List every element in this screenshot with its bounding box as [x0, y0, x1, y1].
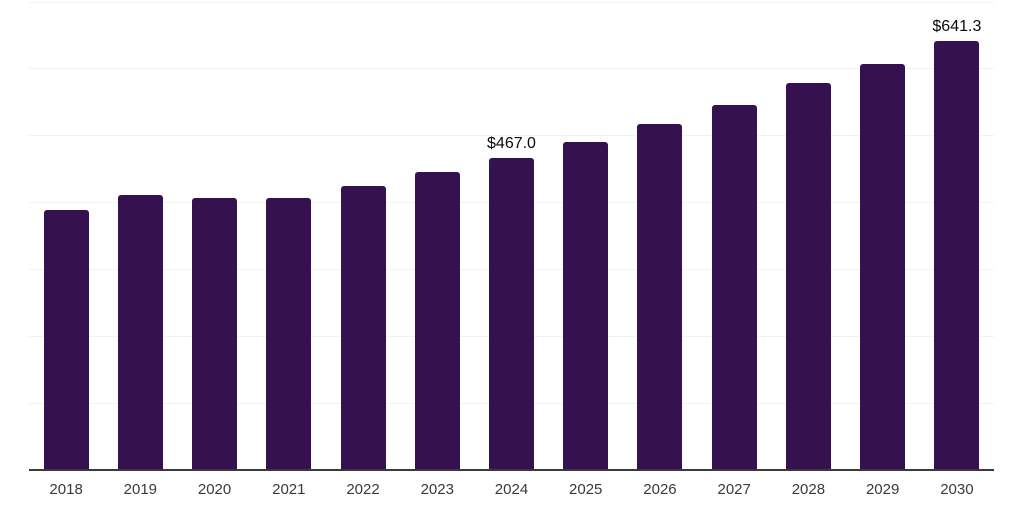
x-tick-label: 2029 — [865, 481, 900, 498]
bar — [785, 83, 831, 470]
x-tick-label: 2025 — [569, 481, 603, 498]
value-label: $467.0 — [487, 134, 536, 152]
bar — [192, 198, 238, 470]
bar — [563, 141, 609, 470]
bar — [934, 41, 980, 470]
gridline — [29, 68, 994, 70]
x-tick-label: 2024 — [494, 481, 529, 498]
x-tick-label: 2027 — [717, 481, 751, 498]
x-tick-label: 2026 — [643, 481, 677, 498]
bar — [266, 197, 312, 470]
bar — [489, 157, 534, 470]
bar — [117, 194, 163, 470]
bar — [414, 172, 460, 470]
x-tick-label: 2019 — [123, 481, 158, 498]
x-tick-label: 2021 — [272, 481, 306, 498]
x-tick-label: 2028 — [791, 481, 826, 498]
bar — [43, 210, 89, 470]
x-tick-label: 2020 — [197, 481, 232, 498]
x-tick-label: 2018 — [49, 481, 83, 498]
x-tick-label: 2030 — [940, 481, 974, 498]
bar — [637, 124, 683, 470]
bar — [860, 64, 906, 470]
gridline — [29, 1, 994, 3]
gridline — [29, 135, 994, 137]
x-tick-label: 2023 — [420, 481, 454, 498]
bar — [711, 105, 757, 470]
x-axis-line — [29, 469, 994, 471]
value-label: $641.3 — [932, 18, 982, 36]
x-tick-label: 2022 — [346, 481, 380, 498]
bar — [340, 186, 386, 470]
